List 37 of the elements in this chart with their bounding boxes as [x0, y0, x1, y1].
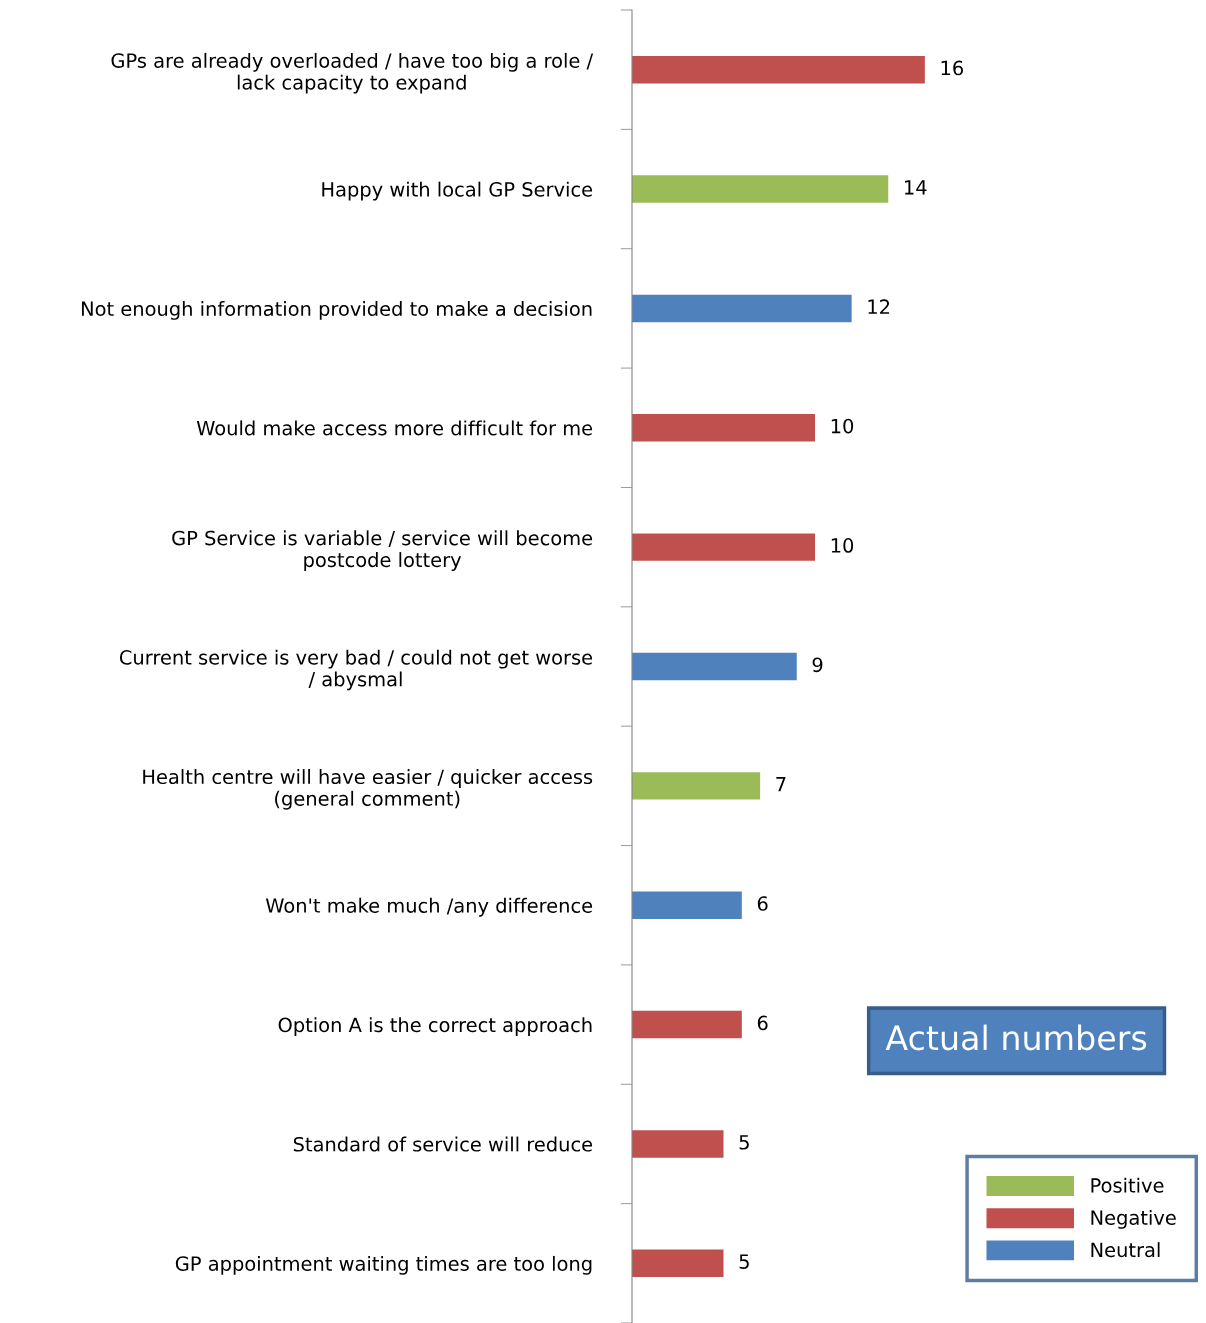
data-label: 9	[812, 657, 823, 673]
data-label: 5	[739, 1135, 749, 1150]
y-tick-label: GPs are already overloaded / have too big a role / lack capacity to expand	[111, 52, 594, 94]
y-tick-label: Would make access more difficult for me	[196, 420, 593, 436]
bar	[632, 1130, 724, 1158]
y-tick-label: Won't make much /any difference	[265, 897, 593, 917]
bar	[632, 533, 816, 561]
y-tick-label: Standard of service will reduce	[293, 1136, 593, 1152]
data-label: 7	[776, 777, 786, 792]
y-tick-label: Happy with local GP Service	[322, 181, 593, 201]
bar	[632, 772, 761, 800]
data-label: 5	[739, 1254, 749, 1269]
y-tick-label: Not enough information provided to make a decision	[81, 301, 592, 320]
bar	[632, 175, 889, 203]
legend-label: Negative	[1091, 1209, 1176, 1229]
bar	[632, 1249, 724, 1278]
legend-label: Neutral	[1091, 1242, 1160, 1258]
y-tick-label: Current service is very bad / could not get worse / abysmal	[119, 649, 593, 691]
bar	[632, 1010, 742, 1039]
bar	[632, 55, 925, 84]
bar	[632, 652, 797, 681]
data-label: 10	[831, 538, 854, 553]
y-tick-label: GP appointment waiting times are too long	[175, 1255, 592, 1275]
data-label: 12	[868, 299, 890, 314]
y-tick-label: GP Service is variable / service will become postcode lottery	[172, 530, 593, 571]
data-label: 14	[905, 180, 927, 195]
annotation: Actual numbers	[885, 1024, 1147, 1051]
data-label: 6	[757, 896, 768, 911]
data-label: 6	[757, 1015, 768, 1031]
legend-label: Positive	[1091, 1177, 1164, 1193]
bar	[632, 294, 852, 323]
data-label: 16	[941, 60, 964, 76]
bar	[632, 414, 816, 442]
y-tick-label: Option A is the correct approach	[278, 1017, 592, 1037]
y-tick-label: Health centre will have easier / quicker access (general comment)	[143, 769, 593, 810]
bar	[632, 891, 742, 919]
data-label: 10	[831, 418, 854, 434]
